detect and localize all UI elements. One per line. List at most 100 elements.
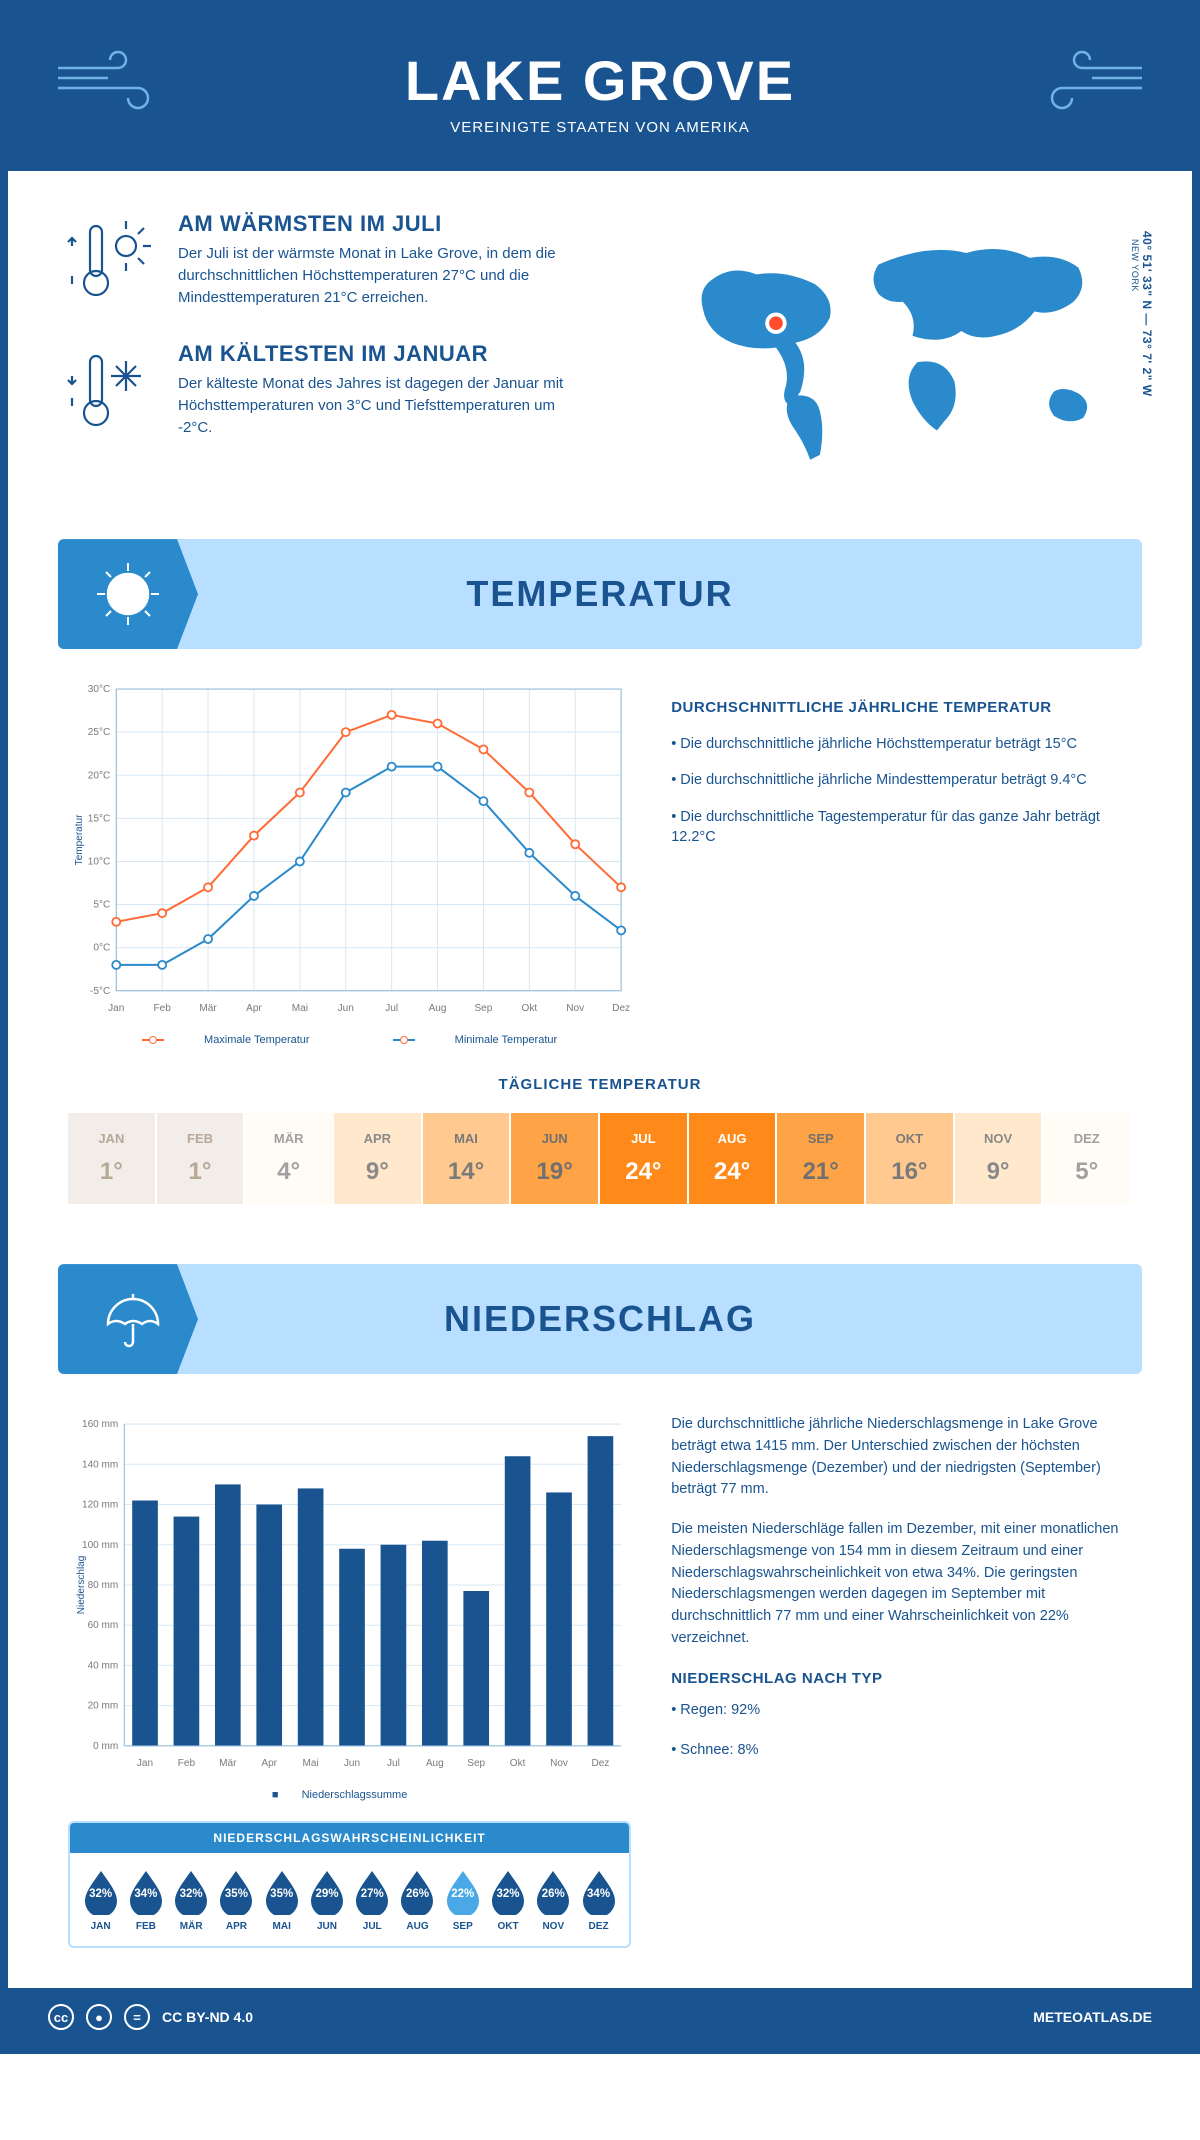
svg-text:Okt: Okt <box>510 1758 526 1769</box>
probability-cell: 32%MÄR <box>169 1867 214 1932</box>
svg-text:Niederschlag: Niederschlag <box>76 1556 87 1615</box>
svg-text:Sep: Sep <box>474 1003 492 1014</box>
svg-text:Jul: Jul <box>385 1003 398 1014</box>
header: LAKE GROVE VEREINIGTE STAATEN VON AMERIK… <box>8 8 1192 171</box>
thermometer-snow-icon <box>58 341 158 441</box>
daily-cell: MÄR4° <box>245 1113 334 1204</box>
precip-info: Die durchschnittliche jährliche Niedersc… <box>671 1414 1132 1948</box>
daily-cell: JUL24° <box>600 1113 689 1204</box>
svg-text:100 mm: 100 mm <box>82 1540 118 1551</box>
facts-column: AM WÄRMSTEN IM JULI Der Juli ist der wär… <box>58 211 654 489</box>
probability-cell: 35%MAI <box>259 1867 304 1932</box>
world-map: 40° 51' 33" N — 73° 7' 2" W NEW YORK <box>654 211 1142 489</box>
svg-text:Jun: Jun <box>338 1003 354 1014</box>
svg-text:Okt: Okt <box>522 1003 538 1014</box>
daily-cell: SEP21° <box>777 1113 866 1204</box>
svg-text:80 mm: 80 mm <box>88 1580 119 1591</box>
license: cc ● = CC BY-ND 4.0 <box>48 2004 253 2030</box>
daily-cell: FEB1° <box>157 1113 246 1204</box>
svg-text:30°C: 30°C <box>88 684 110 695</box>
svg-text:160 mm: 160 mm <box>82 1419 118 1430</box>
probability-cell: 34%FEB <box>123 1867 168 1932</box>
wind-icon <box>1032 43 1152 123</box>
chart-legend: .lg-swatch:nth-child(1)::after{border-co… <box>68 1034 631 1046</box>
daily-cell: JUN19° <box>511 1113 600 1204</box>
daily-cell: NOV9° <box>955 1113 1044 1204</box>
svg-text:Nov: Nov <box>566 1003 584 1014</box>
svg-text:Mai: Mai <box>303 1758 319 1769</box>
precip-bar-chart: 0 mm20 mm40 mm60 mm80 mm100 mm120 mm140 … <box>68 1414 631 1948</box>
svg-text:20°C: 20°C <box>88 770 110 781</box>
svg-text:120 mm: 120 mm <box>82 1500 118 1511</box>
svg-text:0 mm: 0 mm <box>93 1741 118 1752</box>
svg-text:140 mm: 140 mm <box>82 1459 118 1470</box>
umbrella-icon <box>58 1264 198 1374</box>
svg-text:25°C: 25°C <box>88 727 110 738</box>
probability-cell: 26%NOV <box>531 1867 576 1932</box>
svg-text:15°C: 15°C <box>88 814 110 825</box>
svg-text:Jun: Jun <box>344 1758 360 1769</box>
svg-text:Dez: Dez <box>591 1758 609 1769</box>
probability-cell: 34%DEZ <box>576 1867 621 1932</box>
svg-text:Aug: Aug <box>426 1758 444 1769</box>
svg-text:Dez: Dez <box>612 1003 630 1014</box>
thermometer-sun-icon <box>58 211 158 311</box>
section-title: NIEDERSCHLAG <box>444 1298 756 1340</box>
svg-text:Mär: Mär <box>199 1003 217 1014</box>
svg-text:Mai: Mai <box>292 1003 308 1014</box>
daily-cell: JAN1° <box>68 1113 157 1204</box>
infographic-page: LAKE GROVE VEREINIGTE STAATEN VON AMERIK… <box>0 0 1200 2054</box>
fact-warmest: AM WÄRMSTEN IM JULI Der Juli ist der wär… <box>58 211 654 311</box>
svg-text:Temperatur: Temperatur <box>74 814 85 865</box>
probability-cell: 32%OKT <box>485 1867 530 1932</box>
svg-text:Feb: Feb <box>154 1003 172 1014</box>
fact-body: Der Juli ist der wärmste Monat in Lake G… <box>178 243 578 308</box>
daily-cell: OKT16° <box>866 1113 955 1204</box>
page-title: LAKE GROVE <box>28 48 1172 113</box>
svg-text:Jan: Jan <box>137 1758 153 1769</box>
svg-text:Mär: Mär <box>219 1758 237 1769</box>
probability-cell: 35%APR <box>214 1867 259 1932</box>
section-title: TEMPERATUR <box>466 573 733 615</box>
svg-text:0°C: 0°C <box>93 943 110 954</box>
svg-text:Nov: Nov <box>550 1758 568 1769</box>
daily-cell: DEZ5° <box>1043 1113 1132 1204</box>
precip-row: 0 mm20 mm40 mm60 mm80 mm100 mm120 mm140 … <box>8 1404 1192 1988</box>
svg-text:40 mm: 40 mm <box>88 1661 119 1672</box>
probability-cell: 32%JAN <box>78 1867 123 1932</box>
daily-cell: AUG24° <box>689 1113 778 1204</box>
probability-cell: 27%JUL <box>350 1867 395 1932</box>
fact-body: Der kälteste Monat des Jahres ist dagege… <box>178 373 578 438</box>
cc-icon: cc <box>48 2004 74 2030</box>
temperature-info: DURCHSCHNITTLICHE JÄHRLICHE TEMPERATUR •… <box>671 679 1132 1046</box>
fact-title: AM WÄRMSTEN IM JULI <box>178 211 578 237</box>
svg-text:Aug: Aug <box>429 1003 447 1014</box>
temperature-row: -5°C0°C5°C10°C15°C20°C25°C30°CJanFebMärA… <box>8 679 1192 1066</box>
precip-probability: NIEDERSCHLAGSWAHRSCHEINLICHKEIT 32%JAN34… <box>68 1821 631 1948</box>
coordinates: 40° 51' 33" N — 73° 7' 2" W NEW YORK <box>1130 231 1154 397</box>
daily-title: TÄGLICHE TEMPERATUR <box>68 1076 1132 1093</box>
probability-cell: 29%JUN <box>304 1867 349 1932</box>
svg-text:Apr: Apr <box>261 1758 277 1769</box>
daily-cell: MAI14° <box>423 1113 512 1204</box>
bar-legend: ■ Niederschlagssumme <box>68 1789 631 1801</box>
svg-text:10°C: 10°C <box>88 857 110 868</box>
summary-row: AM WÄRMSTEN IM JULI Der Juli ist der wär… <box>8 171 1192 519</box>
probability-cell: 22%SEP <box>440 1867 485 1932</box>
sun-icon <box>58 539 198 649</box>
page-subtitle: VEREINIGTE STAATEN VON AMERIKA <box>28 119 1172 136</box>
daily-temperature: TÄGLICHE TEMPERATUR JAN1°FEB1°MÄR4°APR9°… <box>8 1066 1192 1244</box>
fact-title: AM KÄLTESTEN IM JANUAR <box>178 341 578 367</box>
svg-text:5°C: 5°C <box>93 900 110 911</box>
svg-text:20 mm: 20 mm <box>88 1701 119 1712</box>
temperature-line-chart: -5°C0°C5°C10°C15°C20°C25°C30°CJanFebMärA… <box>68 679 631 1046</box>
svg-text:Jul: Jul <box>387 1758 400 1769</box>
by-icon: ● <box>86 2004 112 2030</box>
svg-text:-5°C: -5°C <box>90 986 110 997</box>
svg-text:Sep: Sep <box>467 1758 485 1769</box>
probability-cell: 26%AUG <box>395 1867 440 1932</box>
daily-cell: APR9° <box>334 1113 423 1204</box>
svg-text:Apr: Apr <box>246 1003 262 1014</box>
section-banner-temperature: TEMPERATUR <box>58 539 1142 649</box>
svg-text:Feb: Feb <box>178 1758 196 1769</box>
